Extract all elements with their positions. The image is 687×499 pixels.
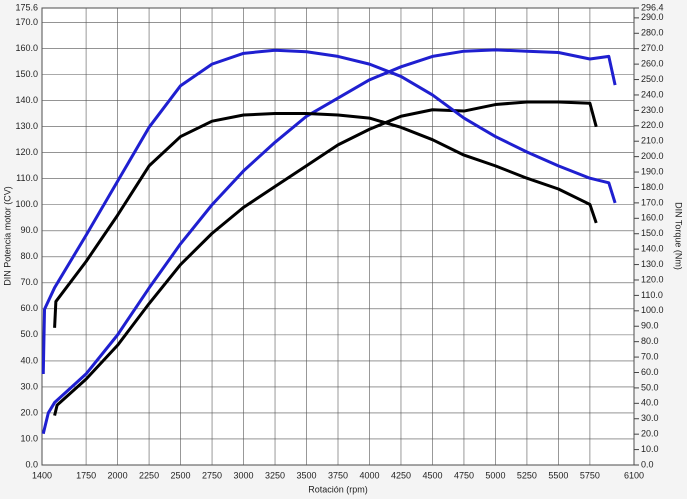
y2-tick-label: 40.0 <box>641 398 659 408</box>
line-series <box>53 111 598 328</box>
y2-tick-label: 50.0 <box>641 382 659 392</box>
line-series <box>53 100 598 416</box>
x-tick-label: 5500 <box>548 470 568 480</box>
x-tick-label: 5250 <box>517 470 537 480</box>
y-tick-label: 20.0 <box>20 407 38 417</box>
y-tick-label: 0.0 <box>25 459 38 469</box>
x-tick-label: 4500 <box>422 470 442 480</box>
y-tick-label: 110.0 <box>16 173 38 183</box>
y2-tick-label: 20.0 <box>641 429 659 439</box>
y2-tick-label: 140.0 <box>641 244 664 254</box>
y2-tick-label: 100.0 <box>641 305 664 315</box>
x-axis-label: Rotación (rpm) <box>308 484 368 494</box>
x-tick-label: 3000 <box>234 470 254 480</box>
y2-tick-label: 270.0 <box>641 43 664 53</box>
x-tick-label: 1400 <box>32 470 52 480</box>
x-tick-label: 5750 <box>580 470 600 480</box>
y2-tick-label: 90.0 <box>641 321 659 331</box>
y-tick-label: 90.0 <box>20 225 38 235</box>
y-tick-label: 40.0 <box>20 355 38 365</box>
y2-tick-label: 280.0 <box>641 28 664 38</box>
y2-tick-label: 160.0 <box>641 213 664 223</box>
x-tick-label: 2000 <box>108 470 128 480</box>
line-series <box>41 48 617 375</box>
y2-tick-label: 30.0 <box>641 413 659 423</box>
y2-tick-label: 250.0 <box>641 74 664 84</box>
y-tick-label: 120.0 <box>15 147 38 157</box>
y-tick-label: 160.0 <box>15 43 38 53</box>
y-tick-label: 50.0 <box>20 329 38 339</box>
y-tick-label: 175.6 <box>15 2 38 12</box>
y2-tick-label: 110.0 <box>641 290 663 300</box>
y2-tick-label: 210.0 <box>641 136 664 146</box>
y2-tick-label: 230.0 <box>641 105 664 115</box>
y2-tick-label: 240.0 <box>641 89 664 99</box>
y-tick-label: 70.0 <box>20 277 38 287</box>
x-tick-label: 5000 <box>485 470 505 480</box>
y2-tick-label: 70.0 <box>641 351 659 361</box>
y-tick-label: 130.0 <box>15 121 38 131</box>
y2-tick-label: 296.4 <box>641 2 664 12</box>
x-tick-label: 4750 <box>454 470 474 480</box>
y2-tick-label: 200.0 <box>641 151 664 161</box>
y-tick-label: 150.0 <box>15 69 38 79</box>
y-axis-label: DIN Potencia motor (CV) <box>2 186 12 286</box>
y2-tick-label: 220.0 <box>641 120 664 130</box>
y2-tick-label: 180.0 <box>641 182 664 192</box>
y-tick-label: 60.0 <box>20 303 38 313</box>
y2-tick-label: 130.0 <box>641 259 664 269</box>
x-tick-label: 2500 <box>171 470 191 480</box>
x-tick-label: 3250 <box>265 470 285 480</box>
y2-axis-label: DIN Torque (Nm) <box>674 202 684 270</box>
x-tick-label: 3500 <box>296 470 316 480</box>
y-tick-label: 30.0 <box>20 381 38 391</box>
y2-tick-label: 150.0 <box>641 228 664 238</box>
y2-tick-label: 190.0 <box>641 166 664 176</box>
y-tick-label: 100.0 <box>15 199 38 209</box>
x-tick-label: 6100 <box>624 470 644 480</box>
x-tick-label: 4000 <box>359 470 379 480</box>
y2-tick-label: 260.0 <box>641 58 664 68</box>
y-tick-label: 80.0 <box>20 251 38 261</box>
x-tick-label: 2250 <box>139 470 159 480</box>
y2-tick-label: 290.0 <box>641 12 664 22</box>
y2-tick-label: 60.0 <box>641 367 659 377</box>
y2-tick-label: 120.0 <box>641 274 664 284</box>
y2-tick-label: 0.0 <box>641 459 654 469</box>
x-tick-label: 4250 <box>391 470 411 480</box>
y-tick-label: 170.0 <box>15 17 38 27</box>
x-tick-label: 2750 <box>202 470 222 480</box>
x-tick-label: 3750 <box>328 470 348 480</box>
y-tick-label: 140.0 <box>15 95 38 105</box>
y-tick-label: 10.0 <box>20 433 38 443</box>
y2-tick-label: 80.0 <box>641 336 659 346</box>
x-tick-label: 1750 <box>76 470 96 480</box>
y2-tick-label: 170.0 <box>641 197 664 207</box>
y2-tick-label: 10.0 <box>641 444 659 454</box>
line-series <box>41 48 617 435</box>
